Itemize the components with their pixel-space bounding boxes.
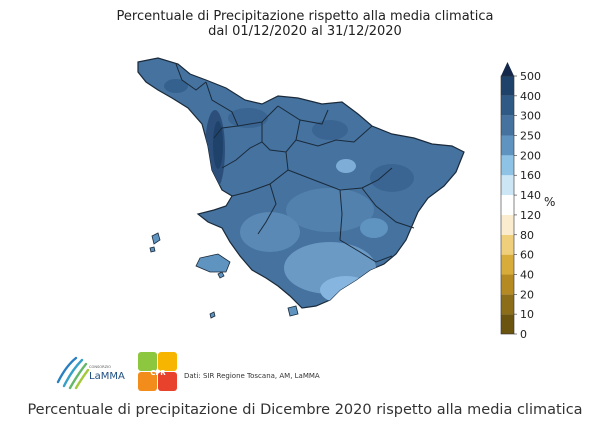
mainland [137,57,465,309]
svg-text:CFR: CFR [150,369,166,377]
islands [149,232,299,319]
legend-level-label: 140 [520,189,541,202]
figure-caption: Percentuale di precipitazione di Dicembr… [27,402,583,418]
legend-level-label: 160 [520,169,541,182]
legend-level-label: 10 [520,308,534,321]
legend-colorbar: 0 10 20 40 60 80 120 140 160 200 250 300 400 500 [500,62,541,341]
legend-level-label: 400 [520,90,541,103]
legend-swatch [501,76,514,96]
legend-swatch [501,254,514,275]
legend-swatch [501,314,514,334]
svg-text:CONSORZIO: CONSORZIO [89,365,111,369]
map-title-line2: dal 01/12/2020 al 31/12/2020 [208,24,402,39]
legend-swatch [501,274,514,295]
cfr-logo: CFR [138,352,177,391]
legend-level-label: 300 [520,110,541,123]
legend-level-label: 200 [520,149,541,162]
legend-level-label: 80 [520,229,534,242]
map-title-line1: Percentuale di Precipitazione rispetto a… [116,9,494,24]
legend-swatch [501,115,514,136]
legend-level-label: 120 [520,209,541,222]
legend-level-label: 0 [520,328,527,341]
data-credits: Dati: SIR Regione Toscana, AM, LaMMA [184,372,320,380]
legend-level-label: 60 [520,249,534,262]
legend-extension-arrow [501,62,514,76]
legend-swatch [501,214,514,235]
legend-level-label: 250 [520,130,541,143]
legend-swatch [501,195,514,215]
legend-swatch [501,294,514,315]
svg-text:LaMMA: LaMMA [89,371,125,382]
legend-level-label: 20 [520,288,534,301]
legend-swatch [501,135,514,156]
legend-unit: % [544,195,556,209]
lamma-logo: CONSORZIO LaMMA [56,356,125,390]
legend-outline [500,75,515,335]
legend-swatch [501,95,514,116]
legend-swatch [501,155,514,176]
legend-level-label: 40 [520,268,534,281]
legend-level-label: 500 [520,70,541,83]
precipitation-map [137,57,465,319]
legend-swatch [501,175,514,196]
legend-swatch [501,234,514,255]
